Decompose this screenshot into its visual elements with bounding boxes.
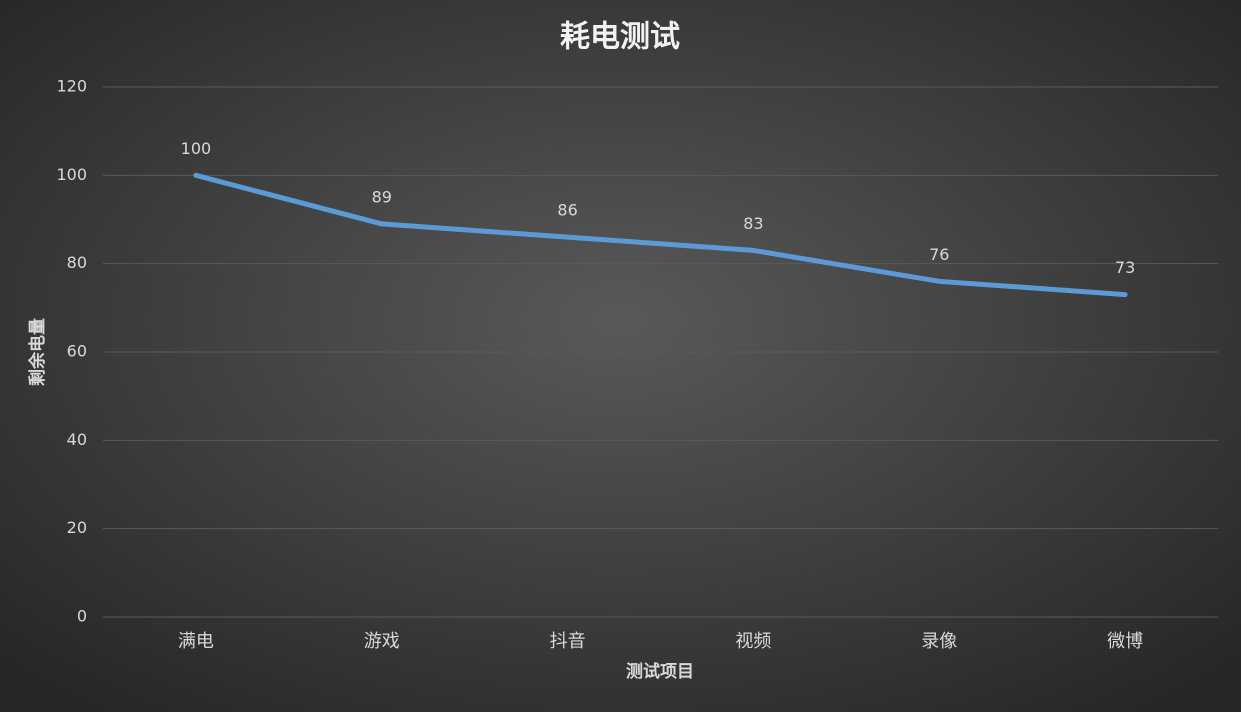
data-label: 89 (372, 187, 392, 206)
x-tick-label: 抖音 (550, 631, 586, 652)
y-tick-label: 0 (77, 607, 87, 626)
data-label: 86 (557, 201, 577, 220)
y-tick-label: 100 (56, 165, 87, 184)
y-tick-label: 40 (67, 430, 87, 449)
y-tick-label: 60 (67, 342, 87, 361)
data-line (193, 172, 1128, 298)
x-tick-label: 视频 (735, 631, 771, 652)
data-label: 83 (743, 214, 763, 233)
data-label: 100 (181, 139, 212, 158)
x-axis-label: 测试项目 (626, 661, 694, 682)
y-axis-label: 剩余电量 (27, 318, 48, 386)
x-tick-label: 录像 (921, 631, 957, 652)
y-tick-label: 120 (56, 77, 87, 96)
chart-title: 耗电测试 (560, 20, 680, 55)
data-label: 76 (929, 245, 949, 264)
y-tick-label: 20 (67, 518, 87, 537)
x-tick-label: 微博 (1107, 631, 1143, 652)
y-tick-label: 80 (67, 253, 87, 272)
data-label: 73 (1115, 258, 1135, 277)
x-tick-label: 游戏 (364, 631, 400, 652)
x-tick-label: 满电 (178, 631, 214, 652)
